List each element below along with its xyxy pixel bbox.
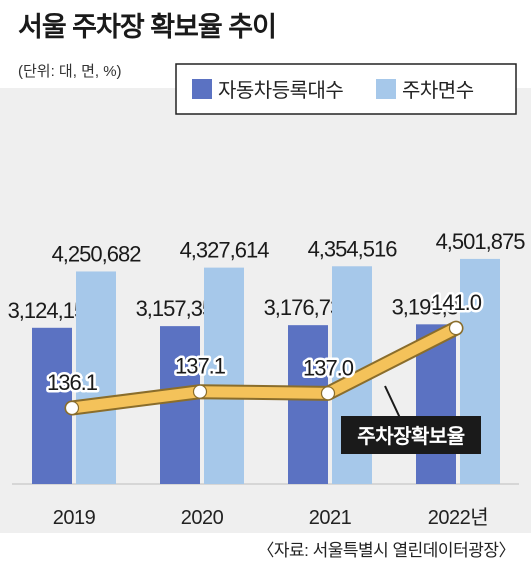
bar-label-parking-1: 4,327,614: [180, 238, 270, 263]
bar-label-parking-3: 4,501,875: [436, 229, 526, 254]
ratio-line-group: 136.1 137.1 137.0 141.0: [44, 288, 485, 416]
ratio-line: [66, 322, 462, 414]
legend-swatch-registered: [192, 79, 212, 99]
callout-box: [341, 416, 481, 454]
legend-label-registered: 자동차등록대수: [218, 79, 343, 102]
bar-registered-1: [160, 326, 200, 484]
ratio-callout: 주차장확보율: [341, 385, 481, 454]
x-tick-label-3: 2022년: [428, 506, 488, 529]
bar-parking-0: [76, 271, 116, 484]
ratio-label-2: 137.0: [303, 355, 354, 380]
legend: 자동차등록대수 주차면수: [175, 63, 517, 115]
source-note: 〈자료: 서울특별시 열린데이터광장〉: [257, 541, 515, 560]
bar-registered-2: [288, 325, 328, 484]
ratio-point-0: [64, 400, 80, 416]
bar-label-parking-2: 4,354,516: [308, 236, 398, 261]
bar-label-parking-0: 4,250,682: [52, 241, 142, 266]
ratio-point-1: [192, 384, 208, 399]
callout-leader: [384, 385, 401, 419]
legend-box: [175, 63, 517, 115]
x-axis-ticks: 2019 2020 2021 2022년: [53, 506, 489, 529]
ratio-label-3: 141.0: [431, 290, 482, 315]
x-tick-label-2: 2021: [309, 507, 352, 529]
bar-parking-1: [204, 267, 244, 484]
x-tick-label-1: 2020: [181, 507, 224, 529]
ratio-point-2: [320, 386, 336, 401]
chart-title: 서울 주차장 확보율 추이: [18, 12, 276, 42]
ratio-label-1: 137.1: [175, 354, 226, 379]
ratio-point-3: [448, 321, 464, 336]
callout-label: 주차장확보율: [357, 424, 464, 448]
legend-label-parking: 주차면수: [402, 79, 474, 102]
unit-note: (단위: 대, 면, %): [18, 63, 122, 80]
ratio-label-0: 136.1: [47, 370, 98, 395]
legend-swatch-parking: [376, 79, 396, 99]
x-tick-label-0: 2019: [53, 507, 96, 529]
